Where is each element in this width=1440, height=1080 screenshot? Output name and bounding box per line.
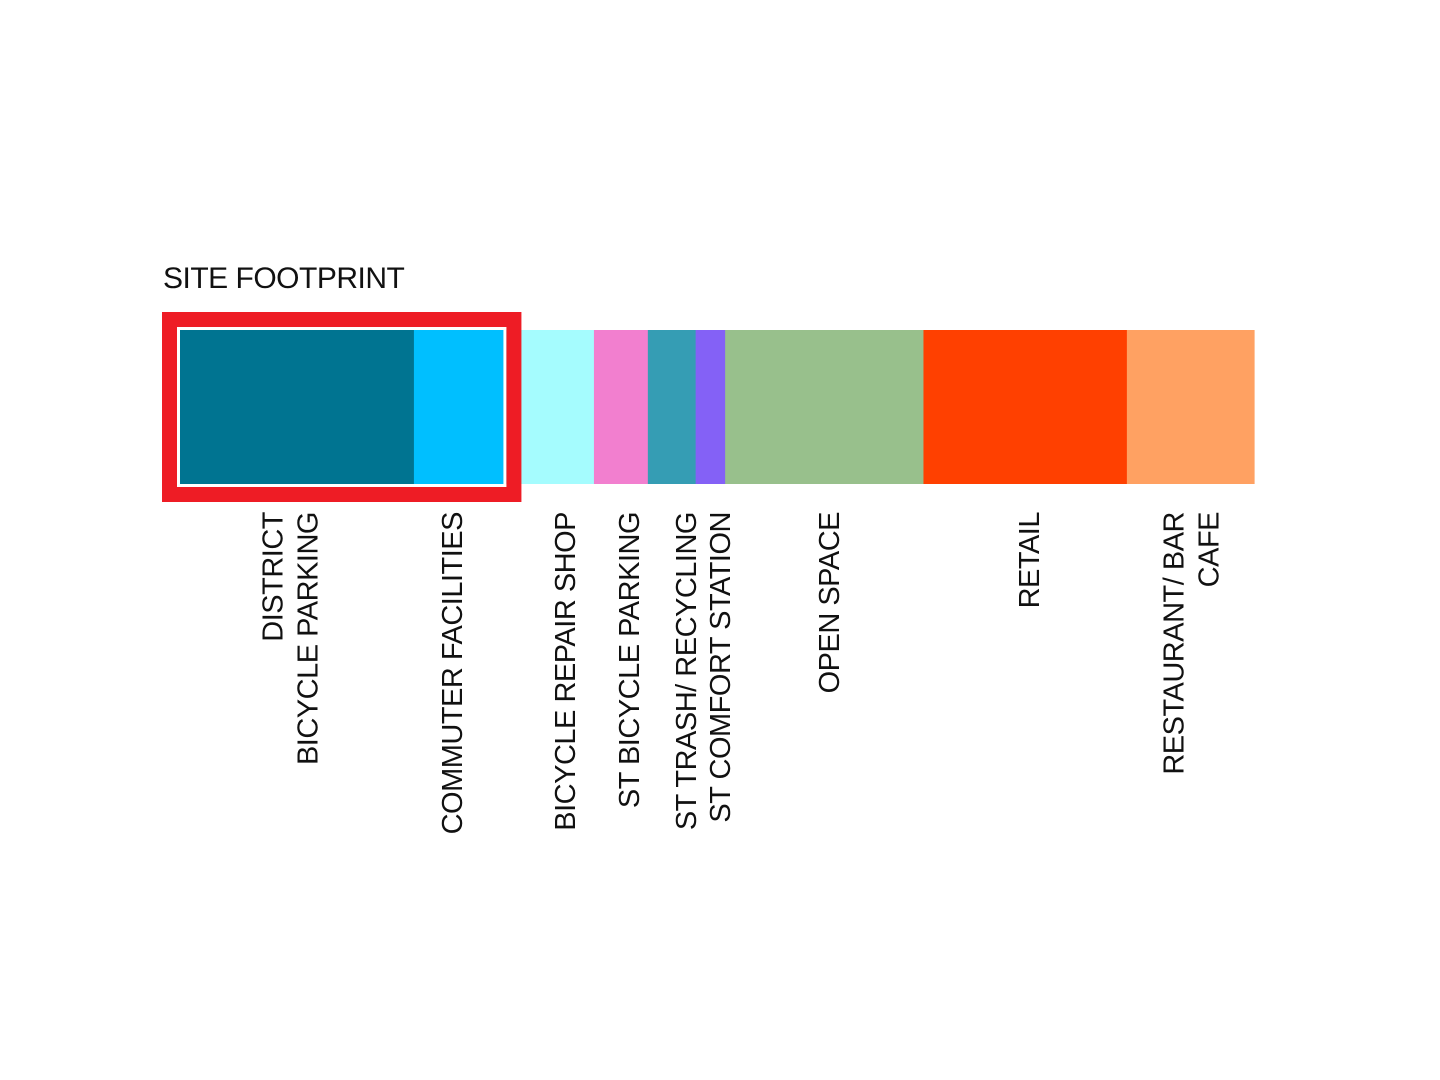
label-group-st-comfort-station: ST COMFORT STATION (705, 512, 737, 823)
bar-segment-restaurant-bar-cafe (1126, 330, 1255, 484)
highlight-box (162, 312, 522, 502)
label-group-st-trash-recycling: ST TRASH/ RECYCLING (671, 512, 703, 830)
tick-label-bicycle-parking: BICYCLE PARKING (293, 512, 325, 765)
tick-label-district: DISTRICT (258, 511, 290, 642)
chart-title: SITE FOOTPRINT (163, 262, 405, 295)
label-group-bicycle-repair-shop: BICYCLE REPAIR SHOP (550, 512, 582, 831)
bar-segment-commuter-facilities (413, 330, 505, 484)
tick-label-commuter-facilities: COMMUTER FACILITIES (437, 512, 469, 835)
bar-segment-open-space (725, 330, 925, 484)
highlight-inner-border (177, 327, 507, 487)
bar-segment-bicycle-repair-shop (513, 330, 595, 484)
bar-segment-st-comfort-station (695, 330, 726, 484)
tick-label-restaurant-bar: RESTAURANT/ BAR (1159, 512, 1191, 775)
tick-label-cafe: CAFE (1194, 512, 1226, 588)
label-group-st-bicycle-parking: ST BICYCLE PARKING (614, 512, 646, 808)
label-group-restaurant-bar-cafe: RESTAURANT/ BAR CAFE (1159, 512, 1226, 775)
tick-label-open-space: OPEN SPACE (814, 512, 846, 694)
tick-label-st-comfort-station: ST COMFORT STATION (705, 512, 737, 823)
bar-segment-st-trash-recycling (647, 330, 697, 484)
bar-segment-retail (923, 330, 1128, 484)
bar-segment-st-bicycle-parking (593, 330, 649, 484)
tick-label-st-bicycle-parking: ST BICYCLE PARKING (614, 512, 646, 808)
tick-label-retail: RETAIL (1014, 512, 1046, 609)
bar-segment-district-bicycle-parking (180, 330, 415, 484)
label-group-open-space: OPEN SPACE (814, 512, 846, 694)
label-group-commuter-facilities: COMMUTER FACILITIES (437, 512, 469, 835)
label-group-district-bicycle-parking: DISTRICT BICYCLE PARKING (258, 511, 325, 765)
label-group-retail: RETAIL (1014, 512, 1046, 609)
tick-label-st-trash-recycling: ST TRASH/ RECYCLING (671, 512, 703, 830)
tick-label-bicycle-repair-shop: BICYCLE REPAIR SHOP (550, 512, 582, 831)
